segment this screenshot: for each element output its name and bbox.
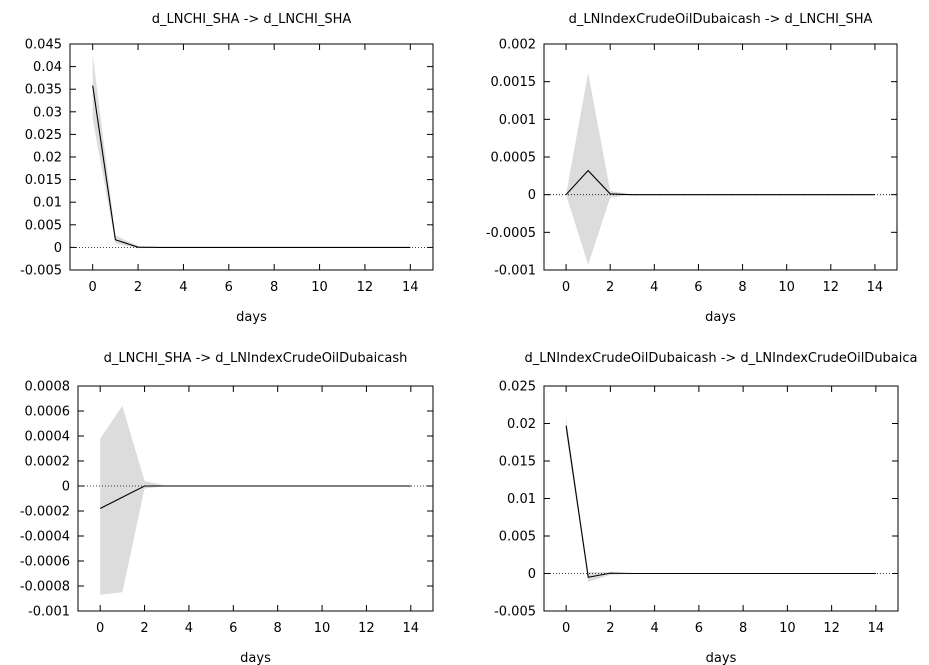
x-tick-label: 10 bbox=[779, 621, 796, 636]
y-tick-label: 0.0002 bbox=[25, 455, 71, 470]
x-tick-label: 0 bbox=[89, 280, 97, 295]
x-tick-label: 12 bbox=[357, 280, 374, 295]
x-tick-label: 2 bbox=[140, 621, 148, 636]
y-tick-label: 0.02 bbox=[507, 417, 536, 432]
y-tick-label: 0 bbox=[54, 241, 62, 256]
confidence-band bbox=[566, 72, 875, 265]
plot-frame bbox=[77, 385, 434, 612]
x-tick-label: 6 bbox=[694, 280, 702, 295]
response-line bbox=[565, 169, 875, 196]
y-tick-label: 0.025 bbox=[25, 128, 62, 143]
irf-panel-oil-to-oil: d_LNIndexCrudeOilDubaicash -> d_LNIndexC… bbox=[494, 351, 917, 665]
x-tick-label: 8 bbox=[274, 621, 282, 636]
y-tick-label: 0.0008 bbox=[25, 380, 71, 395]
confidence-band bbox=[92, 53, 411, 249]
x-tick-label: 6 bbox=[695, 621, 703, 636]
x-tick-label: 0 bbox=[96, 621, 104, 636]
y-tick-label: -0.0005 bbox=[486, 226, 536, 241]
x-tick-label: 12 bbox=[358, 621, 375, 636]
y-tick-label: 0.04 bbox=[33, 60, 62, 75]
x-tick-label: 2 bbox=[606, 621, 614, 636]
plot-frame bbox=[69, 43, 434, 271]
y-tick-label: -0.0002 bbox=[20, 505, 70, 520]
x-tick-label: 14 bbox=[868, 621, 885, 636]
irf-panel-chi-to-chi: d_LNCHI_SHA -> d_LNCHI_SHA -0.005 0 0.005 0.… bbox=[20, 12, 434, 325]
x-tick-label: 4 bbox=[650, 280, 658, 295]
y-tick-label: 0.0005 bbox=[491, 151, 537, 166]
y-tick-label: -0.005 bbox=[494, 605, 536, 620]
x-tick-label: 10 bbox=[311, 280, 328, 295]
x-tick-label: 8 bbox=[739, 621, 747, 636]
x-tick-label: 12 bbox=[823, 280, 840, 295]
x-tick-label: 14 bbox=[403, 621, 420, 636]
confidence-band bbox=[100, 406, 411, 595]
y-tick-label: 0.01 bbox=[33, 196, 62, 211]
x-tick-label: 6 bbox=[225, 280, 233, 295]
x-tick-label: 8 bbox=[270, 280, 278, 295]
y-tick-label: -0.0006 bbox=[20, 555, 70, 570]
x-axis-label: days bbox=[705, 310, 736, 325]
x-tick-label: 2 bbox=[134, 280, 142, 295]
y-tick-label: 0.02 bbox=[33, 151, 62, 166]
irf-panel-chi-to-oil: d_LNCHI_SHA -> d_LNIndexCrudeOilDubaicas… bbox=[20, 351, 434, 665]
y-tick-label: -0.0004 bbox=[20, 530, 70, 545]
y-tick-label: -0.0008 bbox=[20, 580, 70, 595]
x-tick-label: 4 bbox=[179, 280, 187, 295]
y-tick-label: 0.025 bbox=[499, 380, 536, 395]
response-line bbox=[92, 85, 411, 248]
y-tick-label: 0 bbox=[62, 480, 70, 495]
x-axis-label: days bbox=[706, 651, 737, 665]
y-tick-label: 0.001 bbox=[499, 113, 536, 128]
y-tick-label: -0.001 bbox=[28, 605, 70, 620]
x-tick-label: 10 bbox=[314, 621, 331, 636]
y-tick-label: 0.035 bbox=[25, 83, 62, 98]
y-tick-label: 0 bbox=[528, 567, 536, 582]
y-tick-label: 0.01 bbox=[507, 492, 536, 507]
x-tick-label: 12 bbox=[823, 621, 840, 636]
x-tick-label: 4 bbox=[650, 621, 658, 636]
x-tick-label: 6 bbox=[229, 621, 237, 636]
y-tick-label: 0.015 bbox=[499, 455, 536, 470]
x-tick-label: 14 bbox=[402, 280, 419, 295]
chart-title: d_LNCHI_SHA -> d_LNCHI_SHA bbox=[152, 12, 352, 27]
y-tick-label: 0.0004 bbox=[25, 430, 71, 445]
y-tick-label: 0.005 bbox=[499, 530, 536, 545]
x-tick-label: 0 bbox=[562, 280, 570, 295]
irf-panel-oil-to-chi: d_LNIndexCrudeOilDubaicash -> d_LNCHI_SH… bbox=[486, 12, 898, 325]
x-tick-label: 0 bbox=[562, 621, 570, 636]
y-tick-label: 0.002 bbox=[499, 38, 536, 53]
response-line bbox=[99, 485, 411, 509]
y-tick-label: 0.03 bbox=[33, 105, 62, 120]
chart-title: d_LNIndexCrudeOilDubaicash -> d_LNIndexC… bbox=[525, 351, 918, 366]
confidence-band bbox=[566, 417, 876, 582]
y-tick-label: 0.0015 bbox=[491, 75, 537, 90]
x-tick-label: 10 bbox=[778, 280, 795, 295]
x-tick-label: 14 bbox=[867, 280, 884, 295]
response-line bbox=[565, 425, 876, 578]
x-tick-label: 8 bbox=[738, 280, 746, 295]
chart-title: d_LNCHI_SHA -> d_LNIndexCrudeOilDubaicas… bbox=[104, 351, 408, 366]
y-tick-label: -0.005 bbox=[20, 264, 62, 279]
y-tick-label: 0.045 bbox=[25, 38, 62, 53]
y-tick-label: -0.001 bbox=[494, 264, 536, 279]
y-tick-label: 0.005 bbox=[25, 218, 62, 233]
y-tick-label: 0 bbox=[528, 188, 536, 203]
x-tick-label: 2 bbox=[606, 280, 614, 295]
x-axis-label: days bbox=[240, 651, 271, 665]
y-tick-label: 0.015 bbox=[25, 173, 62, 188]
chart-title: d_LNIndexCrudeOilDubaicash -> d_LNCHI_SH… bbox=[569, 12, 873, 27]
y-tick-label: 0.0006 bbox=[25, 405, 71, 420]
x-axis-label: days bbox=[236, 310, 267, 325]
x-tick-label: 4 bbox=[185, 621, 193, 636]
